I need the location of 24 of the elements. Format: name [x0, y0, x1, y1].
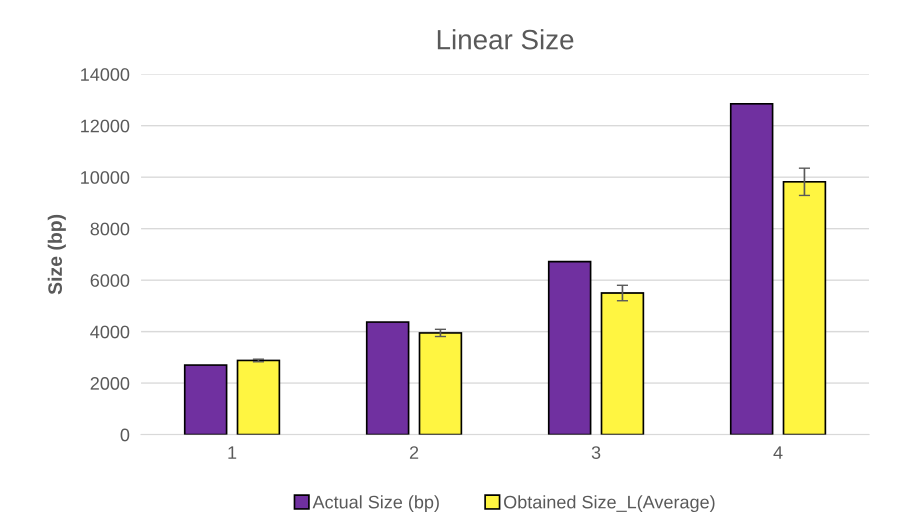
y-tick-label: 2000: [90, 377, 130, 390]
y-tick-label: 6000: [90, 274, 130, 287]
legend-label: Obtained Size_L(Average): [504, 495, 715, 512]
bar: [236, 360, 280, 435]
bar: [782, 180, 826, 435]
bar: [366, 321, 410, 435]
x-tick-label: 4: [773, 446, 783, 459]
y-tick-label: 8000: [90, 222, 130, 236]
y-tick-label: 12000: [81, 120, 130, 132]
legend-label: Actual Size (bp): [312, 495, 439, 512]
bar: [184, 364, 228, 435]
x-tick-label: 3: [592, 446, 600, 459]
y-tick-label: 10000: [81, 171, 130, 184]
bar: [600, 292, 644, 435]
x-tick-label: 2: [410, 446, 418, 459]
bar: [730, 102, 774, 435]
y-tick-label: 14000: [81, 68, 130, 81]
bar: [548, 260, 592, 435]
y-tick-label: 0: [120, 428, 130, 442]
bar: [418, 332, 462, 435]
y-tick-label: 4000: [90, 326, 130, 338]
y-axis-title: Size (bp): [48, 214, 66, 294]
x-tick-label: 1: [228, 446, 236, 459]
chart-title: Linear Size: [438, 29, 574, 50]
